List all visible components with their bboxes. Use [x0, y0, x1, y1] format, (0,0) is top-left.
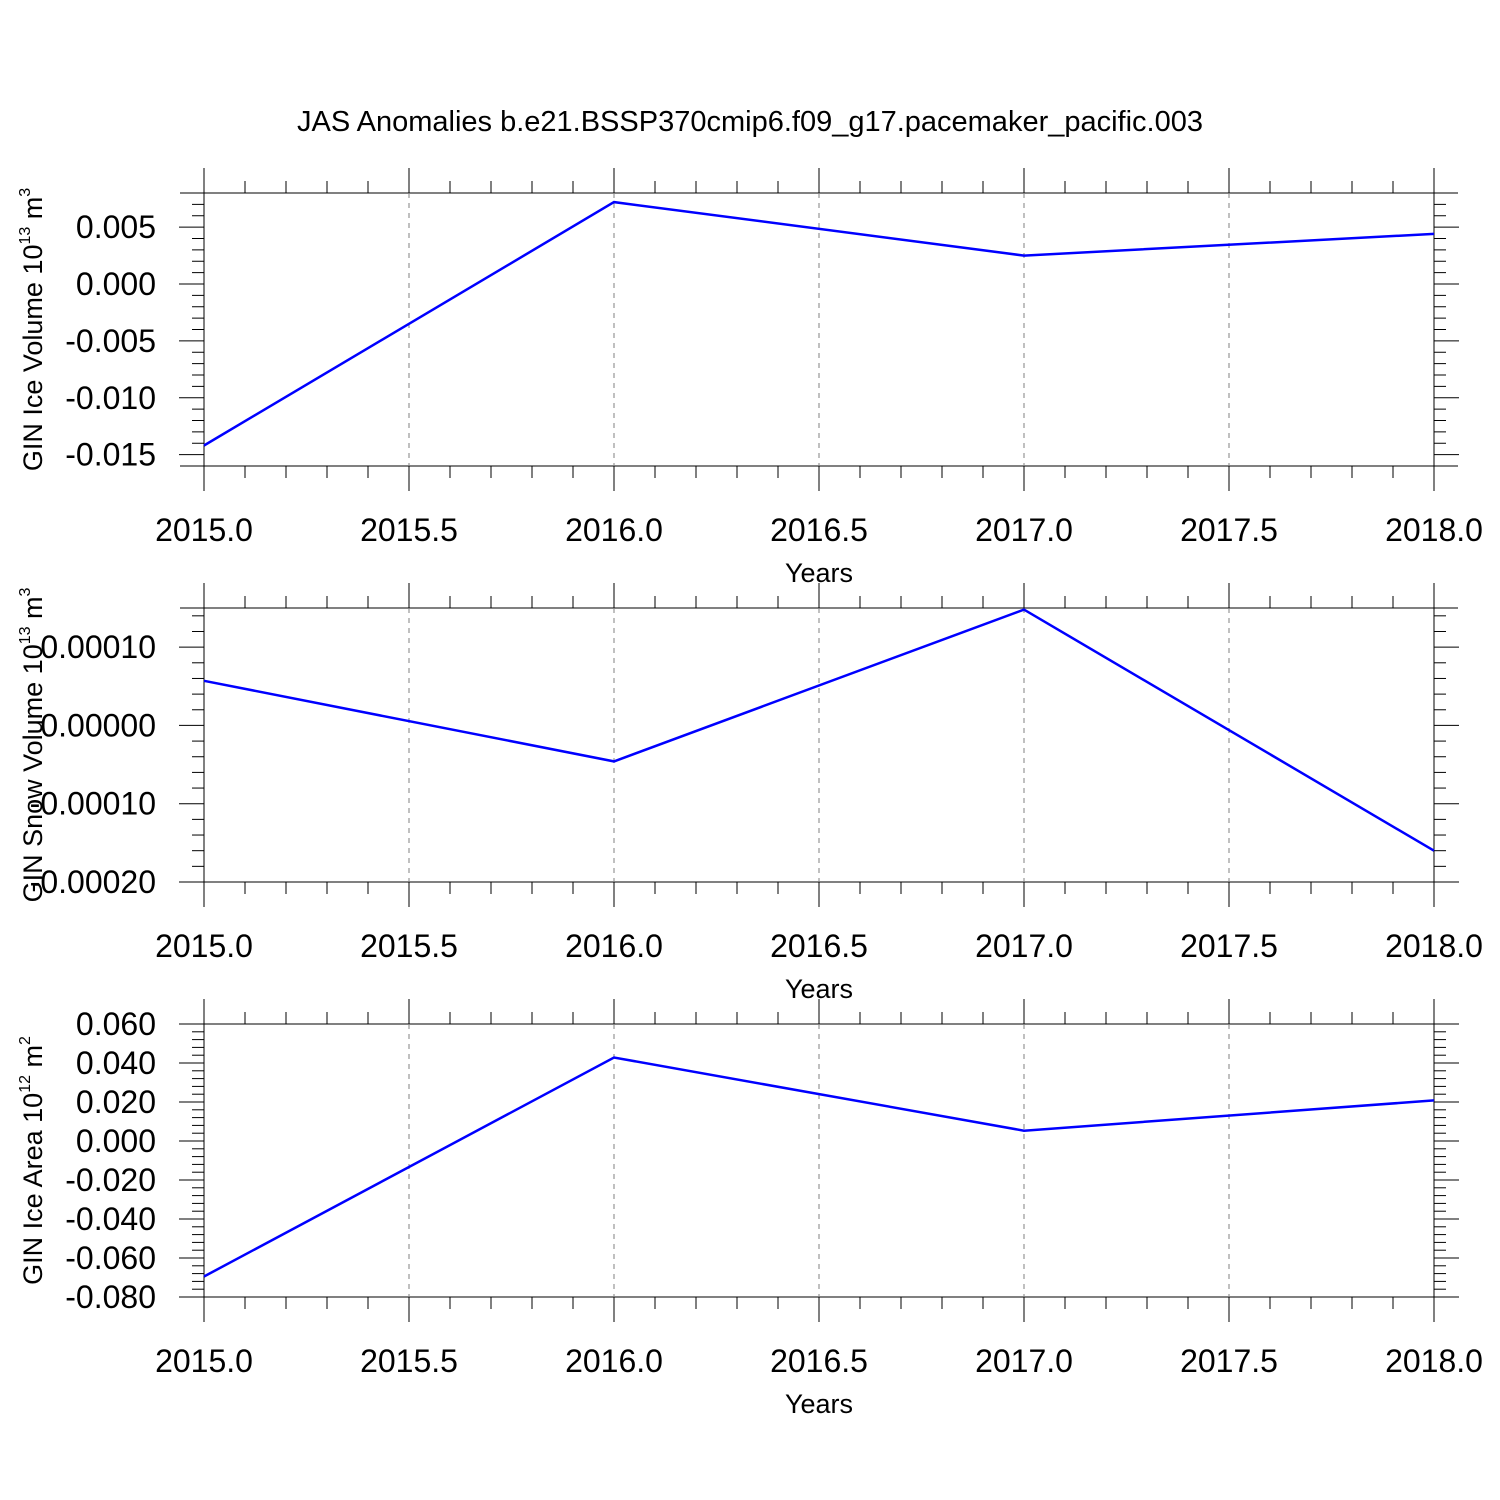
- x-tick-label: 2015.5: [360, 928, 458, 964]
- x-tick-label: 2017.5: [1180, 512, 1278, 548]
- y-axis-title-unit-exponent: 2: [17, 1036, 34, 1045]
- y-tick-label: -0.00010: [30, 786, 156, 822]
- y-tick-label: 0.00000: [40, 707, 156, 743]
- x-tick-label: 2017.0: [975, 1343, 1073, 1379]
- y-axis-title-unit: m: [18, 596, 48, 626]
- y-tick-label: 0.00010: [40, 629, 156, 665]
- series-line: [203, 200, 1435, 447]
- y-tick-label: -0.010: [65, 380, 156, 416]
- y-axis-title: GIN Snow Volume 1013 m3: [17, 587, 48, 902]
- x-tick-label: 2016.5: [770, 512, 868, 548]
- x-tick-label: 2017.5: [1180, 928, 1278, 964]
- y-axis-title: GIN Ice Volume 1013 m3: [17, 188, 48, 471]
- y-axis-title-unit-exponent: 3: [17, 188, 34, 197]
- y-tick-label: 0.000: [76, 1123, 156, 1159]
- y-tick-label: -0.015: [65, 437, 156, 473]
- x-tick-label: 2017.5: [1180, 1343, 1278, 1379]
- x-tick-label: 2015.5: [360, 512, 458, 548]
- x-tick-label: 2018.0: [1385, 512, 1483, 548]
- panel-2: 2015.0 2015.5 2016.0 2016.5 2017.0 2017.5 2018…: [17, 583, 1483, 1004]
- panel-1: 2015.0 2015.5 2016.0 2016.5 2017.0 2017.5 2018…: [17, 168, 1483, 588]
- panel-3: 2015.0 2015.5 2016.0 2016.5 2017.0 2017.5 2018…: [17, 999, 1483, 1419]
- y-tick-label: 0.000: [76, 266, 156, 302]
- x-tick-label: 2017.0: [975, 512, 1073, 548]
- x-tick-label: 2016.5: [770, 928, 868, 964]
- figure-title: JAS Anomalies b.e21.BSSP370cmip6.f09_g17…: [297, 106, 1203, 138]
- y-axis-title-exponent: 12: [17, 1075, 34, 1093]
- x-tick-label: 2016.0: [565, 928, 663, 964]
- y-tick-label: 0.005: [76, 209, 156, 245]
- y-axis-title-text: GIN Ice Area 10: [18, 1093, 48, 1285]
- y-tick-label: -0.040: [65, 1201, 156, 1237]
- y-axis-title: GIN Ice Area 1012 m2: [17, 1036, 48, 1285]
- x-tick-label: 2016.5: [770, 1343, 868, 1379]
- x-tick-label: 2015.0: [155, 1343, 253, 1379]
- y-axis-title-unit: m: [18, 1045, 48, 1075]
- y-tick-label: -0.060: [65, 1240, 156, 1276]
- x-tick-label: 2018.0: [1385, 928, 1483, 964]
- y-axis-title-unit: m: [18, 197, 48, 227]
- x-tick-label: 2016.0: [565, 1343, 663, 1379]
- x-axis-title: Years: [785, 1389, 853, 1419]
- y-tick-label: -0.00020: [30, 864, 156, 900]
- y-axis-title-text: GIN Ice Volume 10: [18, 245, 48, 472]
- y-tick-label: -0.080: [65, 1279, 156, 1315]
- y-tick-label: 0.040: [76, 1045, 156, 1081]
- y-axis-title-text: GIN Snow Volume 10: [18, 644, 48, 902]
- y-axis-title-exponent: 13: [17, 227, 34, 245]
- x-tick-label: 2018.0: [1385, 1343, 1483, 1379]
- series-line: [203, 1056, 1435, 1278]
- series-line: [203, 608, 1435, 852]
- y-axis-title-exponent: 13: [17, 626, 34, 644]
- y-tick-label: 0.020: [76, 1084, 156, 1120]
- x-tick-label: 2015.5: [360, 1343, 458, 1379]
- x-tick-label: 2016.0: [565, 512, 663, 548]
- x-tick-label: 2017.0: [975, 928, 1073, 964]
- y-axis-title-unit-exponent: 3: [17, 587, 34, 596]
- y-tick-label: -0.005: [65, 323, 156, 359]
- y-tick-label: -0.020: [65, 1162, 156, 1198]
- y-tick-label: 0.060: [76, 1006, 156, 1042]
- x-tick-label: 2015.0: [155, 512, 253, 548]
- x-tick-label: 2015.0: [155, 928, 253, 964]
